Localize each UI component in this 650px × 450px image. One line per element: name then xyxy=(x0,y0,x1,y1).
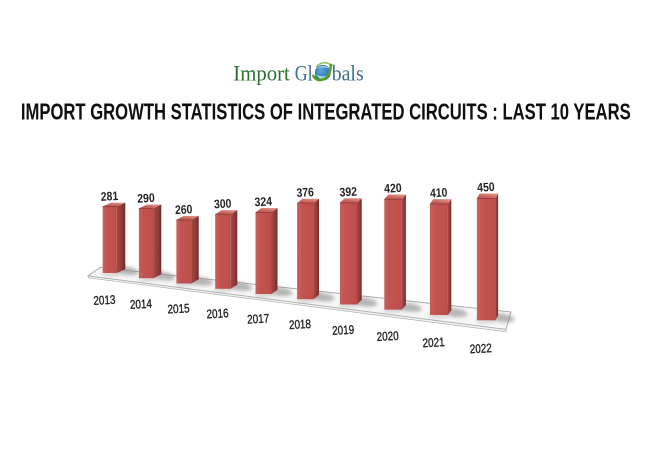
svg-text:324: 324 xyxy=(254,194,272,209)
svg-text:300: 300 xyxy=(214,196,232,211)
svg-text:2016: 2016 xyxy=(206,306,229,321)
svg-text:bals: bals xyxy=(332,60,364,85)
svg-text:IMPORT GROWTH STATISTICS OF IN: IMPORT GROWTH STATISTICS OF INTEGRATED C… xyxy=(21,99,631,125)
svg-text:2018: 2018 xyxy=(289,317,312,332)
svg-text:281: 281 xyxy=(100,189,118,204)
svg-text:450: 450 xyxy=(477,180,495,195)
svg-text:2014: 2014 xyxy=(130,297,153,312)
svg-text:376: 376 xyxy=(296,185,314,200)
svg-text:2013: 2013 xyxy=(93,293,116,308)
svg-text:Gl: Gl xyxy=(295,60,313,85)
svg-text:2021: 2021 xyxy=(422,335,445,350)
svg-text:290: 290 xyxy=(137,191,155,206)
svg-text:Import: Import xyxy=(233,60,290,85)
svg-text:2022: 2022 xyxy=(469,341,492,356)
svg-text:2015: 2015 xyxy=(167,301,190,316)
svg-text:260: 260 xyxy=(175,202,193,217)
svg-text:2017: 2017 xyxy=(247,311,270,326)
svg-text:2019: 2019 xyxy=(332,323,355,338)
svg-text:392: 392 xyxy=(339,185,357,200)
svg-text:410: 410 xyxy=(430,185,448,200)
svg-text:420: 420 xyxy=(384,181,402,196)
svg-text:2020: 2020 xyxy=(376,329,399,344)
